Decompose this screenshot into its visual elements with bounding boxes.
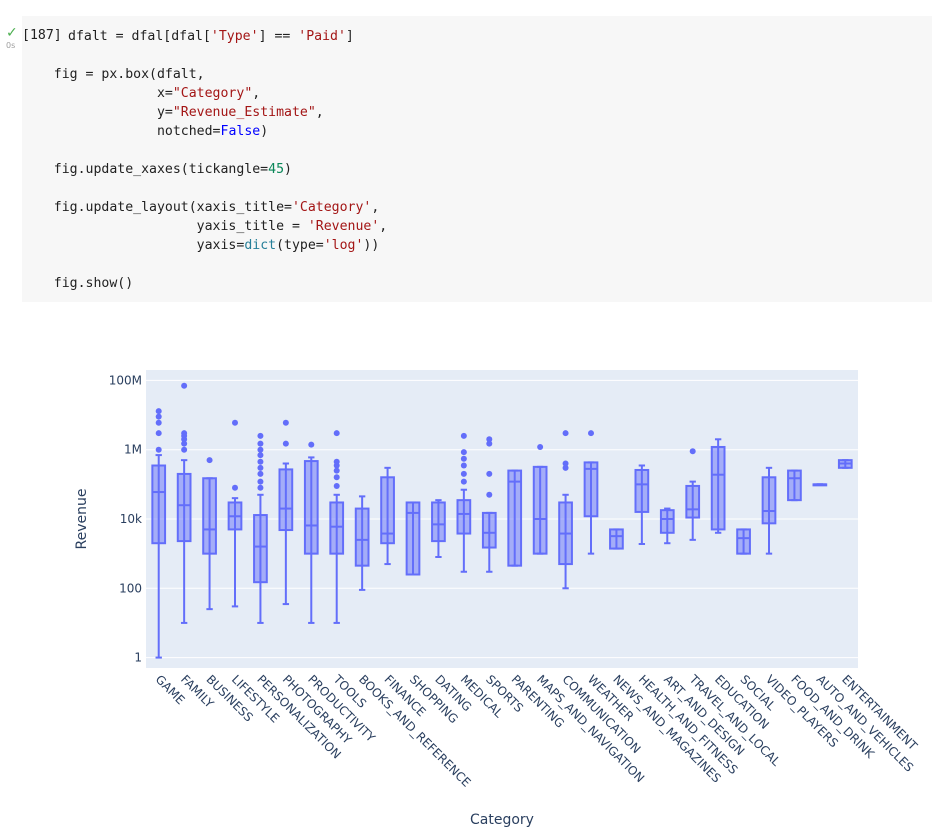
- outlier-point: [486, 491, 493, 498]
- box: [761, 476, 777, 525]
- code-line: [22, 141, 387, 160]
- outlier-point: [257, 452, 264, 459]
- code-line: yaxis=dict(type='log')): [22, 238, 380, 253]
- outlier-point: [257, 470, 264, 477]
- outlier-point: [257, 458, 264, 465]
- outlier-point: [257, 446, 264, 453]
- outlier-point: [333, 430, 340, 437]
- outlier-point: [460, 462, 467, 469]
- box: [634, 468, 650, 513]
- outlier-point: [460, 470, 467, 477]
- outlier-point: [257, 464, 264, 471]
- outlier-point: [282, 440, 289, 447]
- box: [151, 464, 167, 545]
- outlier-point: [232, 419, 238, 426]
- y-axis-title: Revenue: [74, 489, 90, 550]
- box: [532, 465, 548, 555]
- code-line: fig = px.box(dfalt,: [22, 67, 205, 82]
- code-line: fig.show(): [22, 276, 134, 291]
- box: [380, 476, 395, 545]
- outlier-point: [155, 430, 162, 437]
- outlier-point: [206, 457, 213, 464]
- outlier-point: [333, 458, 340, 465]
- outlier-point: [537, 443, 544, 450]
- outlier-point: [308, 441, 315, 448]
- box: [659, 509, 675, 534]
- outlier-point: [562, 430, 569, 437]
- code-line: [22, 179, 387, 198]
- outlier-point: [155, 446, 162, 453]
- box: [405, 501, 421, 576]
- outlier-point: [155, 413, 162, 420]
- outlier-point: [257, 478, 264, 485]
- y-tick-label: 100: [119, 581, 142, 595]
- box: [710, 445, 726, 531]
- y-tick-label: 100M: [109, 373, 142, 387]
- code-line: [22, 46, 387, 65]
- x-axis-title: Category: [470, 812, 534, 828]
- outlier-point: [588, 430, 594, 437]
- box: [303, 460, 319, 555]
- outlier-point: [333, 474, 340, 481]
- cell-gutter: ✓ 0s: [0, 22, 22, 52]
- code-line: yaxis_title = 'Revenue',: [22, 219, 388, 234]
- outlier-point: [257, 484, 264, 491]
- outlier-point: [562, 460, 569, 467]
- outlier-point: [333, 482, 340, 489]
- outlier-point: [181, 440, 188, 447]
- box: [354, 507, 370, 567]
- outlier-point: [155, 419, 162, 426]
- box: [456, 499, 472, 535]
- code-line: [22, 255, 387, 274]
- cell-prompt: [187]: [22, 28, 62, 43]
- code-line: fig.update_xaxes(tickangle=45): [22, 162, 292, 177]
- box: [685, 484, 701, 519]
- outlier-point: [282, 419, 289, 426]
- outlier-point: [486, 470, 493, 477]
- outlier-point: [460, 478, 467, 485]
- box: [609, 528, 624, 550]
- outlier-point: [333, 467, 340, 474]
- y-tick-label: 10k: [120, 512, 142, 526]
- box: [736, 528, 751, 555]
- code-line: x="Category",: [22, 86, 261, 101]
- code-line: dfalt = dfal[dfal['Type'] == 'Paid']: [68, 29, 354, 44]
- outlier-point: [232, 484, 238, 491]
- code-line: notched=False): [22, 124, 269, 139]
- box: [481, 511, 497, 549]
- box: [583, 461, 599, 518]
- box-plot: 110010k1M100MGAMEFAMILYBUSINESSLIFESTYLE…: [74, 370, 920, 828]
- outlier-point: [562, 464, 569, 471]
- code-line: fig.update_layout(xaxis_title='Category'…: [22, 200, 380, 215]
- box: [507, 469, 523, 567]
- y-tick-label: 1M: [124, 443, 142, 457]
- code-line: y="Revenue_Estimate",: [22, 105, 324, 120]
- code-editor[interactable]: dfalt = dfal[dfal['Type'] == 'Paid'] fig…: [22, 27, 388, 293]
- outlier-point: [181, 446, 188, 453]
- box: [278, 468, 294, 532]
- outlier-point: [460, 449, 467, 456]
- outlier-point: [257, 440, 264, 447]
- outlier-point: [181, 382, 188, 389]
- y-tick-label: 1: [134, 651, 142, 665]
- outlier-point: [460, 432, 467, 439]
- exec-time: 0s: [6, 41, 16, 50]
- box: [787, 469, 802, 502]
- outlier-point: [460, 455, 467, 462]
- outlier-point: [257, 432, 264, 439]
- outlier-point: [486, 440, 493, 447]
- outlier-point: [689, 448, 696, 455]
- outlier-point: [486, 436, 493, 443]
- box: [176, 472, 192, 543]
- outlier-point: [155, 408, 162, 415]
- box: [431, 501, 446, 543]
- code-cell[interactable]: [187] dfalt = dfal[dfal['Type'] == 'Paid…: [22, 16, 932, 302]
- box: [329, 501, 345, 555]
- box: [253, 514, 268, 584]
- box: [202, 477, 217, 555]
- check-icon: ✓: [6, 25, 18, 41]
- outlier-point: [181, 430, 188, 437]
